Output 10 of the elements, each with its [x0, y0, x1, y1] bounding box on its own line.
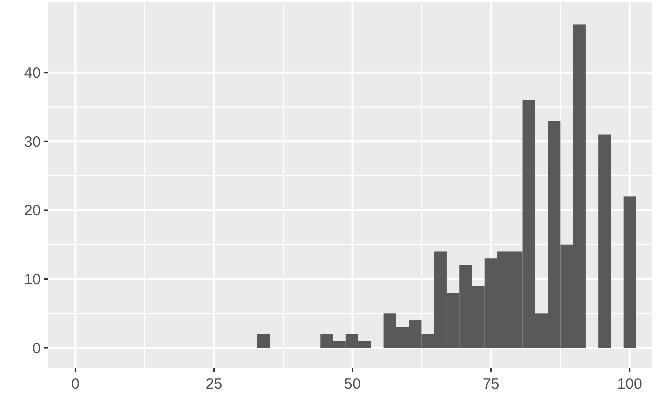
y-tick-label: 0 [32, 340, 41, 358]
y-tick-label: 30 [24, 134, 41, 151]
x-tick-label: 50 [344, 376, 362, 393]
x-tick-label: 25 [206, 376, 223, 393]
y-tick-label: 20 [24, 202, 41, 220]
y-tick-label: 40 [24, 65, 41, 82]
x-tick-label: 75 [482, 376, 500, 393]
x-tick-label: 0 [72, 376, 80, 393]
y-tick-label: 10 [24, 272, 41, 288]
x-tick-label: 100 [617, 376, 642, 393]
